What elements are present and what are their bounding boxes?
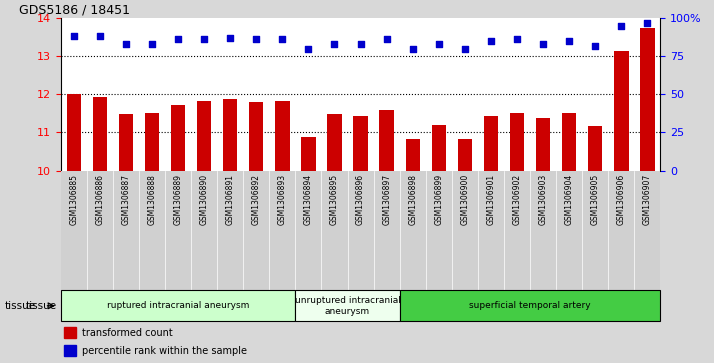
Point bbox=[251, 37, 262, 42]
Text: GSM1306897: GSM1306897 bbox=[382, 174, 391, 225]
Point bbox=[459, 46, 471, 52]
Text: ruptured intracranial aneurysm: ruptured intracranial aneurysm bbox=[107, 301, 249, 310]
Bar bbox=[119, 114, 133, 171]
Bar bbox=[64, 345, 76, 356]
Text: GSM1306885: GSM1306885 bbox=[69, 174, 79, 225]
Text: GSM1306905: GSM1306905 bbox=[590, 174, 600, 225]
Text: GSM1306895: GSM1306895 bbox=[330, 174, 339, 225]
Text: GSM1306896: GSM1306896 bbox=[356, 174, 365, 225]
Text: GSM1306889: GSM1306889 bbox=[174, 174, 183, 225]
Point bbox=[511, 37, 523, 42]
Bar bbox=[223, 99, 237, 171]
Text: GSM1306893: GSM1306893 bbox=[278, 174, 287, 225]
Bar bbox=[432, 125, 446, 171]
Point bbox=[642, 20, 653, 26]
Bar bbox=[145, 113, 159, 171]
Text: unruptured intracranial
aneurysm: unruptured intracranial aneurysm bbox=[295, 296, 401, 315]
Point bbox=[407, 46, 418, 52]
Point bbox=[381, 37, 393, 42]
Bar bbox=[406, 139, 420, 171]
Text: GSM1306904: GSM1306904 bbox=[565, 174, 573, 225]
Text: GSM1306901: GSM1306901 bbox=[486, 174, 496, 225]
Point bbox=[198, 37, 210, 42]
Bar bbox=[353, 116, 368, 171]
Text: GSM1306899: GSM1306899 bbox=[434, 174, 443, 225]
Point bbox=[538, 41, 549, 47]
Point bbox=[120, 41, 131, 47]
Text: percentile rank within the sample: percentile rank within the sample bbox=[81, 346, 246, 356]
Bar bbox=[640, 28, 655, 171]
Bar bbox=[536, 118, 550, 171]
Bar bbox=[562, 113, 576, 171]
Point bbox=[486, 38, 497, 44]
Bar bbox=[458, 139, 472, 171]
Text: GSM1306891: GSM1306891 bbox=[226, 174, 235, 225]
Bar bbox=[301, 138, 316, 171]
Bar bbox=[275, 101, 289, 171]
Text: tissue: tissue bbox=[26, 301, 57, 311]
Point bbox=[94, 33, 106, 39]
Bar bbox=[400, 290, 660, 321]
Text: GSM1306887: GSM1306887 bbox=[121, 174, 131, 225]
Point bbox=[146, 41, 158, 47]
Bar bbox=[614, 50, 628, 171]
Bar bbox=[484, 116, 498, 171]
Point bbox=[563, 38, 575, 44]
Point bbox=[355, 41, 366, 47]
Text: GSM1306903: GSM1306903 bbox=[538, 174, 548, 225]
Point bbox=[303, 46, 314, 52]
Bar bbox=[66, 94, 81, 171]
Point bbox=[328, 41, 340, 47]
Bar bbox=[64, 327, 76, 338]
Point bbox=[615, 23, 627, 29]
Point bbox=[224, 35, 236, 41]
Bar bbox=[588, 126, 603, 171]
Bar bbox=[249, 102, 263, 171]
Text: GSM1306894: GSM1306894 bbox=[304, 174, 313, 225]
Text: GSM1306902: GSM1306902 bbox=[513, 174, 521, 225]
Bar bbox=[197, 101, 211, 171]
Text: transformed count: transformed count bbox=[81, 327, 173, 338]
Text: GSM1306898: GSM1306898 bbox=[408, 174, 417, 225]
Bar bbox=[379, 110, 394, 171]
Text: GSM1306890: GSM1306890 bbox=[200, 174, 208, 225]
Point bbox=[433, 41, 445, 47]
Bar bbox=[327, 114, 342, 171]
Text: GDS5186 / 18451: GDS5186 / 18451 bbox=[19, 4, 130, 17]
Point bbox=[68, 33, 79, 39]
Text: GSM1306900: GSM1306900 bbox=[461, 174, 469, 225]
Point bbox=[172, 37, 183, 42]
Bar bbox=[171, 105, 185, 171]
Bar bbox=[93, 97, 107, 171]
Text: GSM1306906: GSM1306906 bbox=[617, 174, 626, 225]
Text: GSM1306888: GSM1306888 bbox=[148, 174, 156, 225]
Text: superficial temporal artery: superficial temporal artery bbox=[469, 301, 591, 310]
Text: GSM1306907: GSM1306907 bbox=[643, 174, 652, 225]
Text: GSM1306886: GSM1306886 bbox=[95, 174, 104, 225]
Bar bbox=[510, 113, 524, 171]
Point bbox=[276, 37, 288, 42]
Bar bbox=[296, 290, 400, 321]
Text: GSM1306892: GSM1306892 bbox=[252, 174, 261, 225]
Text: tissue: tissue bbox=[5, 301, 36, 311]
Bar bbox=[61, 290, 296, 321]
Point bbox=[590, 43, 601, 49]
